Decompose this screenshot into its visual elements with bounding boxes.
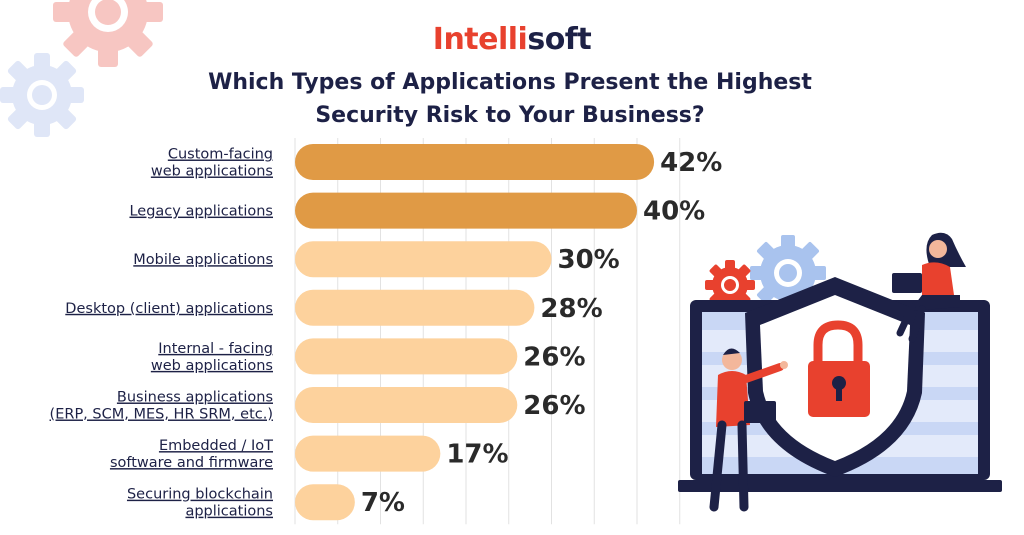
decorative-gears	[0, 0, 163, 137]
category-label: Mobile applications	[133, 252, 273, 268]
value-labels: 42% 40% 30% 28% 26% 26% 17% 7%	[361, 148, 722, 518]
lock-icon	[808, 320, 870, 417]
bar	[295, 338, 518, 375]
value-label: 40%	[643, 197, 705, 227]
category-label: web applications	[151, 164, 273, 180]
gear-icon	[0, 53, 84, 137]
category-label: Internal - facing	[158, 341, 273, 357]
gear-icon	[53, 0, 163, 67]
brand-part2: soft	[527, 22, 592, 57]
category-label: Desktop (client) applications	[65, 301, 273, 317]
value-label: 7%	[361, 488, 405, 518]
gear-icon	[750, 235, 826, 311]
value-label: 17%	[446, 440, 508, 470]
bars	[295, 144, 655, 521]
category-label: Embedded / IoT	[159, 438, 273, 454]
category-label: Securing blockchain	[127, 487, 273, 503]
chart-title-line1: Which Types of Applications Present the …	[208, 70, 812, 95]
brand-part1: Intelli	[432, 22, 528, 57]
security-illustration	[678, 232, 1002, 512]
bar	[295, 289, 535, 326]
category-label: software and firmware	[110, 455, 273, 471]
category-label: web applications	[151, 358, 273, 374]
value-label: 30%	[558, 245, 620, 275]
chart-title-line2: Security Risk to Your Business?	[315, 103, 705, 128]
bar	[295, 241, 552, 278]
bar	[295, 435, 441, 472]
value-label: 28%	[540, 294, 602, 324]
category-label: Custom-facing	[168, 147, 273, 163]
bar	[295, 144, 655, 180]
category-label: Legacy applications	[129, 204, 273, 220]
bar	[295, 484, 355, 521]
category-label: Business applications	[117, 390, 273, 406]
value-label: 42%	[660, 148, 722, 178]
bar	[295, 192, 637, 229]
category-label: (ERP, SCM, MES, HR SRM, etc.)	[50, 407, 273, 423]
chart-title: Which Types of Applications Present the …	[150, 66, 870, 132]
bar	[295, 387, 518, 423]
person-with-laptop-icon	[892, 232, 966, 343]
value-label: 26%	[523, 391, 585, 421]
person-pointing-icon	[709, 348, 788, 512]
value-label: 26%	[523, 342, 585, 372]
brand-logo: Intellisoft	[0, 22, 1024, 57]
category-label: applications	[185, 504, 273, 520]
